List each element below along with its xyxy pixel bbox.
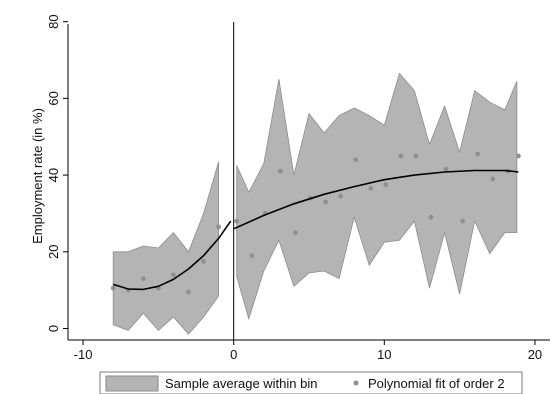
point-right-14	[443, 166, 449, 172]
x-tick-label-20: 20	[528, 347, 542, 362]
point-right-17	[490, 176, 496, 182]
point-right-10	[383, 182, 389, 188]
legend-box	[99, 371, 523, 394]
point-right-16	[475, 151, 481, 157]
point-right-19	[516, 153, 521, 159]
point-left-5	[186, 289, 191, 295]
point-right-4	[293, 230, 298, 236]
point-right-1	[249, 253, 255, 258]
fit-line-left	[112, 220, 232, 291]
legend-label-marker: Polynomial fit of order 2	[368, 376, 505, 391]
x-tick-label-10: 10	[377, 347, 391, 362]
y-tick-label-40: 40	[46, 168, 61, 182]
fit-line-right	[233, 169, 519, 230]
point-right-9	[368, 186, 374, 191]
point-right-7	[338, 193, 343, 199]
point-left-2	[140, 276, 146, 281]
legend-swatch-band	[105, 375, 159, 392]
point-right-3	[278, 168, 283, 174]
x-tick-label--10: -10	[74, 347, 93, 362]
polynomial-fit-lines	[112, 169, 519, 291]
point-right-11	[398, 153, 404, 159]
y-axis-title: Employment rate (in %)	[30, 108, 45, 244]
y-tick-label-80: 80	[46, 14, 61, 28]
band-right	[236, 72, 518, 321]
x-tick-label-0: 0	[230, 347, 237, 362]
point-right-8	[353, 157, 359, 163]
legend-label-band: Sample average within bin	[165, 376, 317, 391]
point-right-0	[234, 218, 240, 224]
point-right-6	[323, 199, 328, 205]
point-right-12	[413, 153, 419, 159]
y-tick-label-20: 20	[46, 245, 61, 259]
y-tick-label-60: 60	[46, 91, 61, 105]
band-left	[112, 161, 219, 335]
point-left-6	[201, 259, 207, 264]
legend: Sample average within bin Polynomial fit…	[99, 371, 523, 394]
point-left-4	[171, 272, 176, 278]
axes: 0 20 40 60 80 -10 0 10 20	[46, 14, 550, 362]
point-right-13	[428, 214, 434, 220]
point-right-15	[460, 218, 465, 224]
point-left-0	[110, 285, 116, 291]
confidence-bands	[112, 72, 518, 335]
y-tick-label-0: 0	[46, 325, 61, 332]
legend-swatch-marker	[353, 380, 359, 386]
point-left-7	[216, 224, 222, 230]
